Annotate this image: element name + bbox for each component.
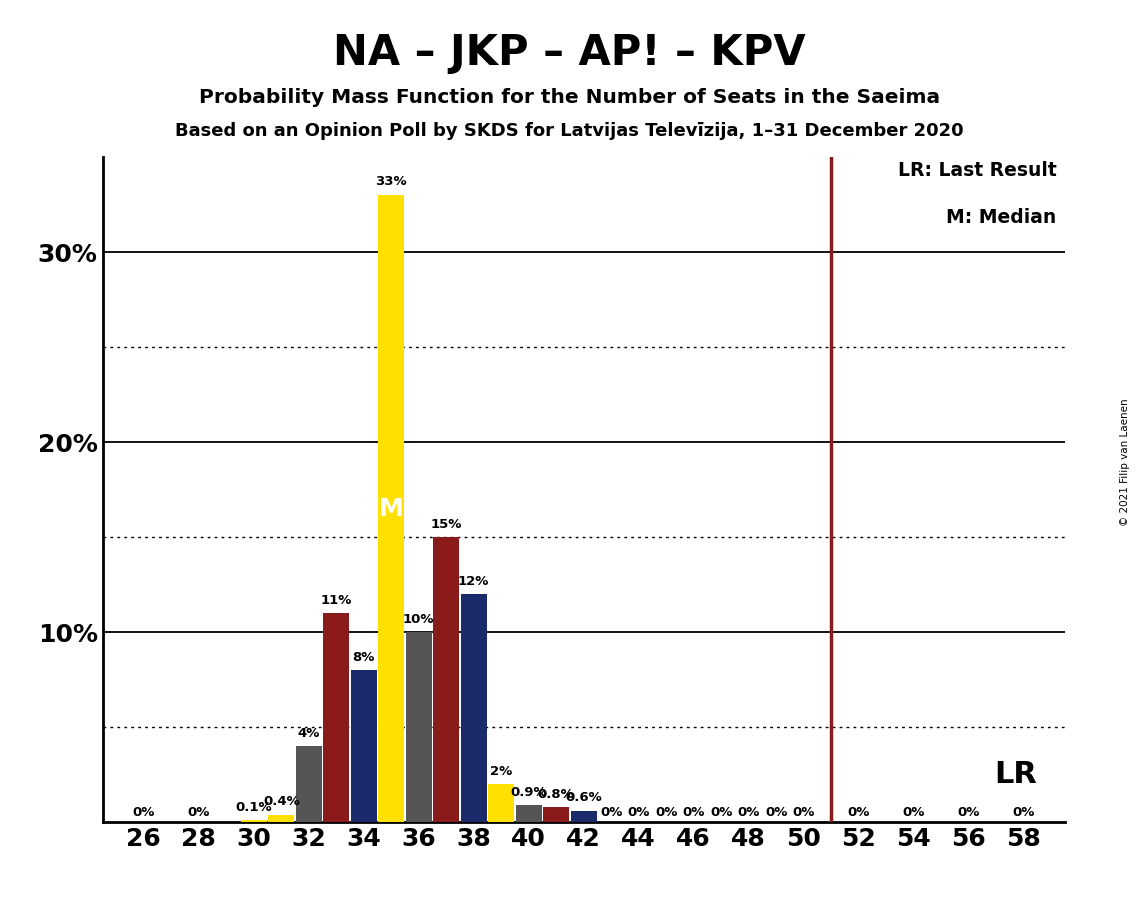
Bar bbox=[240, 821, 267, 822]
Text: © 2021 Filip van Laenen: © 2021 Filip van Laenen bbox=[1121, 398, 1130, 526]
Bar bbox=[296, 747, 322, 822]
Text: 0%: 0% bbox=[682, 806, 705, 819]
Bar bbox=[516, 805, 542, 822]
Text: 0%: 0% bbox=[958, 806, 980, 819]
Text: 0%: 0% bbox=[847, 806, 870, 819]
Bar bbox=[489, 784, 515, 822]
Text: LR: LR bbox=[994, 760, 1038, 789]
Text: 0.4%: 0.4% bbox=[263, 796, 300, 808]
Text: 10%: 10% bbox=[403, 613, 434, 626]
Text: 0%: 0% bbox=[738, 806, 760, 819]
Text: 0%: 0% bbox=[655, 806, 678, 819]
Text: 0.6%: 0.6% bbox=[565, 791, 603, 804]
Text: M: Median: M: Median bbox=[947, 209, 1057, 227]
Text: LR: Last Result: LR: Last Result bbox=[898, 161, 1057, 180]
Text: NA – JKP – AP! – KPV: NA – JKP – AP! – KPV bbox=[334, 32, 805, 74]
Text: 0%: 0% bbox=[1013, 806, 1035, 819]
Text: 0%: 0% bbox=[188, 806, 210, 819]
Text: 0%: 0% bbox=[793, 806, 814, 819]
Text: 0%: 0% bbox=[628, 806, 650, 819]
Text: 4%: 4% bbox=[297, 726, 320, 740]
Bar bbox=[543, 808, 570, 822]
Text: 0%: 0% bbox=[132, 806, 155, 819]
Text: 15%: 15% bbox=[431, 517, 462, 530]
Text: M: M bbox=[379, 497, 403, 521]
Text: 12%: 12% bbox=[458, 575, 490, 588]
Text: 2%: 2% bbox=[490, 765, 513, 778]
Bar bbox=[571, 811, 597, 822]
Text: 0%: 0% bbox=[765, 806, 787, 819]
Text: 8%: 8% bbox=[353, 650, 375, 663]
Text: 0%: 0% bbox=[710, 806, 732, 819]
Bar bbox=[268, 815, 294, 822]
Bar bbox=[433, 537, 459, 822]
Text: 0.9%: 0.9% bbox=[510, 785, 547, 798]
Bar bbox=[351, 670, 377, 822]
Text: Probability Mass Function for the Number of Seats in the Saeima: Probability Mass Function for the Number… bbox=[199, 88, 940, 107]
Text: 0%: 0% bbox=[902, 806, 925, 819]
Text: 0.1%: 0.1% bbox=[236, 801, 272, 814]
Text: 33%: 33% bbox=[376, 176, 407, 188]
Text: 11%: 11% bbox=[320, 593, 352, 607]
Bar bbox=[378, 195, 404, 822]
Bar bbox=[405, 632, 432, 822]
Bar bbox=[460, 594, 486, 822]
Text: 0%: 0% bbox=[600, 806, 622, 819]
Text: 0.8%: 0.8% bbox=[538, 787, 574, 800]
Bar bbox=[323, 614, 350, 822]
Text: Based on an Opinion Poll by SKDS for Latvijas Televīzija, 1–31 December 2020: Based on an Opinion Poll by SKDS for Lat… bbox=[175, 122, 964, 140]
